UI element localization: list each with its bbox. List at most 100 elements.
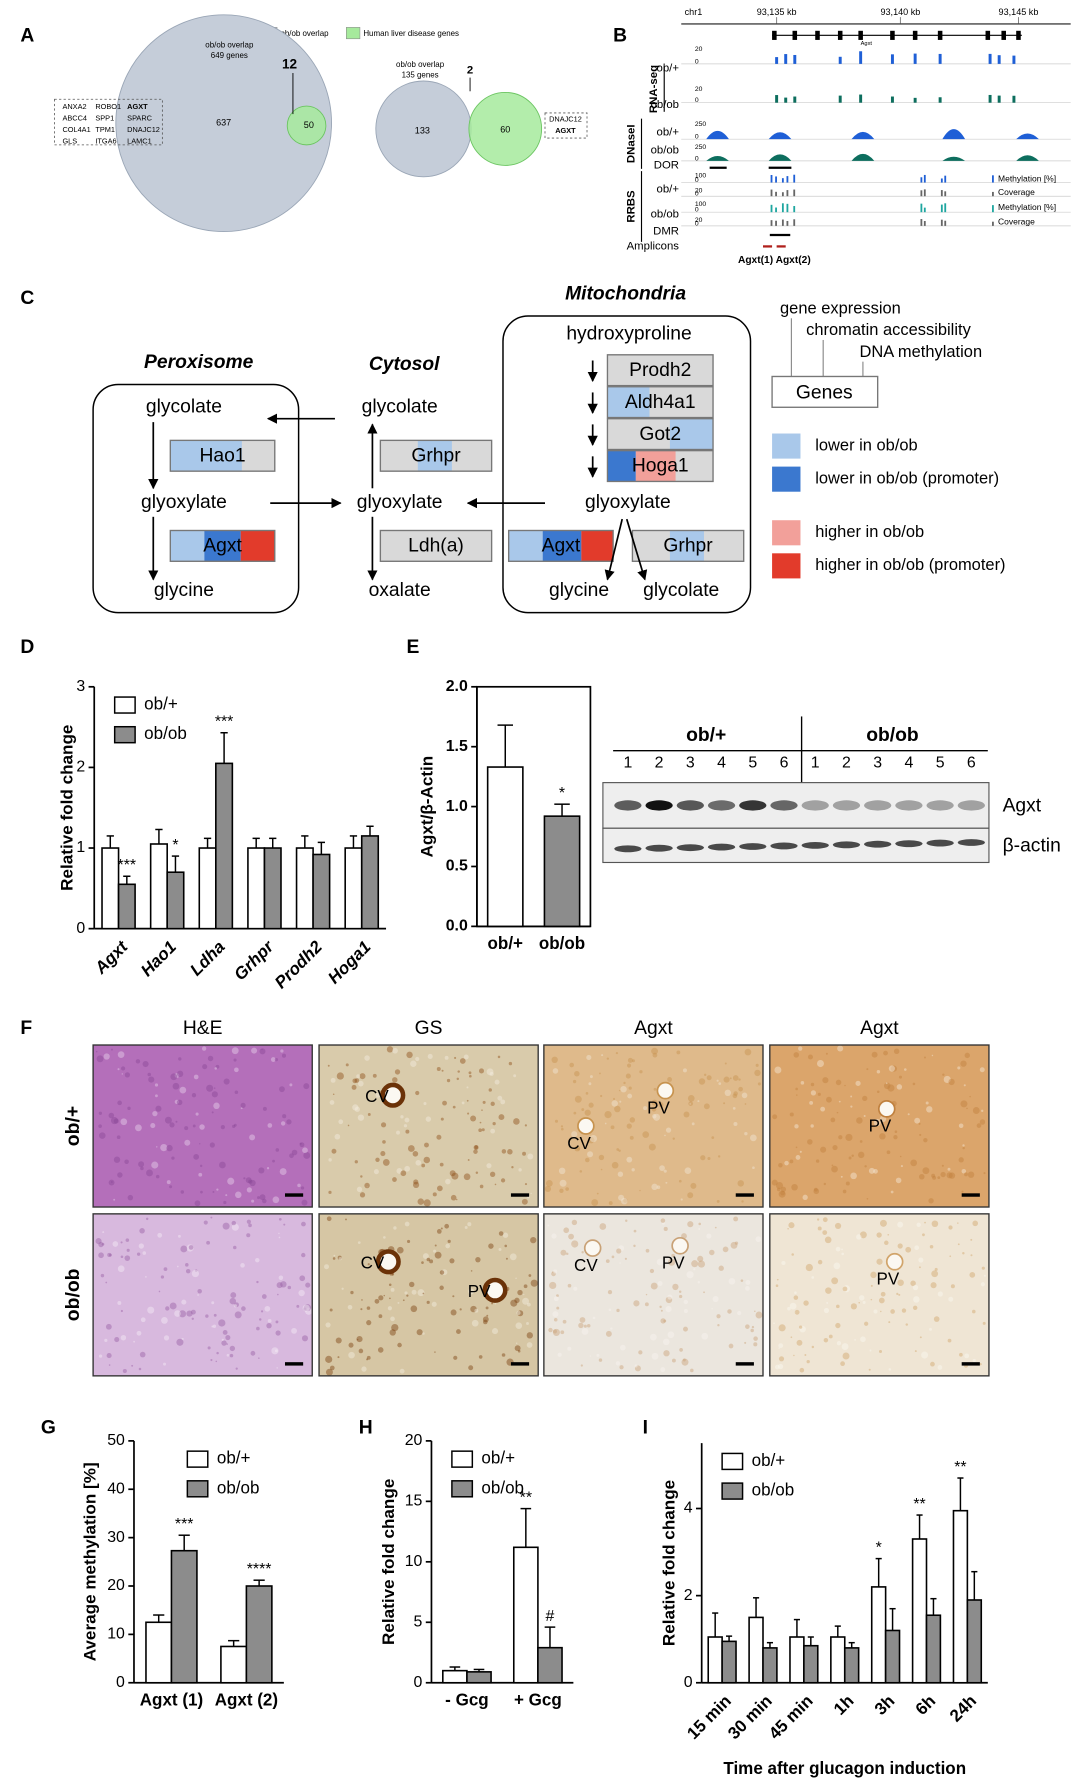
tissue-texture — [610, 1327, 613, 1330]
tissue-texture — [447, 1239, 451, 1243]
tissue-texture — [897, 1221, 904, 1228]
tissue-texture — [426, 1257, 431, 1262]
tissue-texture — [957, 1222, 959, 1224]
tissue-texture — [386, 1046, 394, 1053]
track-scale: 100 — [695, 172, 707, 179]
tissue-texture — [724, 1089, 732, 1097]
compartment-title: Mitochondria — [565, 282, 686, 304]
tissue-texture — [117, 1068, 120, 1071]
enzyme-segment — [508, 530, 543, 562]
tissue-texture — [660, 1218, 666, 1223]
tissue-texture — [964, 1353, 970, 1359]
tissue-texture — [795, 1155, 801, 1160]
tissue-texture — [913, 1296, 920, 1303]
tissue-texture — [856, 1117, 863, 1124]
micrograph — [769, 1213, 989, 1376]
tissue-texture — [138, 1161, 145, 1168]
tissue-texture — [946, 1172, 953, 1179]
tissue-texture — [135, 1124, 142, 1132]
tissue-texture — [214, 1067, 218, 1070]
tissue-texture — [890, 1309, 895, 1314]
tissue-texture — [910, 1159, 918, 1167]
layer-label: gene expression — [780, 300, 901, 318]
tissue-texture — [615, 1361, 621, 1366]
tissue-texture — [212, 1324, 217, 1328]
tissue-texture — [262, 1198, 267, 1204]
tissue-texture — [618, 1149, 621, 1153]
signal-peak — [770, 220, 773, 226]
track-label: Coverage — [998, 217, 1035, 227]
tissue-texture — [527, 1302, 531, 1307]
tissue-texture — [718, 1265, 724, 1271]
legend-label: Human liver disease genes — [363, 29, 459, 38]
tissue-texture — [751, 1325, 755, 1329]
tissue-texture — [302, 1147, 308, 1154]
tissue-texture — [916, 1222, 921, 1227]
tissue-texture — [617, 1171, 624, 1177]
tissue-texture — [175, 1120, 178, 1123]
tissue-texture — [235, 1191, 242, 1199]
tissue-texture — [976, 1123, 982, 1128]
tissue-texture — [563, 1227, 570, 1234]
micrograph-frame — [543, 1044, 764, 1208]
tissue-texture — [122, 1369, 127, 1374]
tissue-texture — [799, 1150, 802, 1153]
tissue-texture — [876, 1258, 883, 1265]
tissue-texture — [948, 1296, 954, 1302]
tissue-texture — [426, 1300, 430, 1304]
tissue-texture — [600, 1168, 603, 1171]
tissue-texture — [930, 1282, 937, 1289]
tissue-texture — [98, 1354, 103, 1358]
tissue-texture — [683, 1111, 690, 1118]
tissue-texture — [155, 1105, 162, 1112]
tissue-texture — [845, 1181, 850, 1186]
tissue-texture — [108, 1179, 115, 1186]
tissue-texture — [169, 1185, 173, 1189]
tissue-texture — [436, 1185, 443, 1192]
tissue-texture — [559, 1179, 567, 1187]
tissue-texture — [281, 1053, 287, 1058]
tissue-texture — [835, 1322, 841, 1329]
signal-peak — [770, 204, 773, 213]
genes-label: Genes — [796, 382, 853, 404]
tissue-texture — [823, 1337, 829, 1343]
tissue-texture — [598, 1358, 603, 1362]
tissue-texture — [163, 1267, 168, 1272]
tissue-texture — [588, 1136, 595, 1144]
tissue-texture — [467, 1159, 470, 1161]
enzyme-label: Got2 — [639, 423, 681, 445]
y-tick-label: 2 — [76, 759, 85, 776]
tissue-texture — [732, 1107, 736, 1110]
tissue-texture — [831, 1164, 834, 1167]
tissue-texture — [588, 1082, 592, 1086]
tissue-texture — [449, 1170, 456, 1177]
tissue-texture — [409, 1281, 415, 1288]
bar — [884, 1629, 901, 1684]
legend-label: ob/ob — [481, 1478, 524, 1497]
tissue-texture — [591, 1199, 599, 1206]
tissue-texture — [272, 1196, 280, 1204]
tissue-texture — [714, 1226, 717, 1229]
tissue-texture — [490, 1128, 496, 1134]
venn-overlap: 2 — [467, 65, 473, 77]
track-row-label: DOR — [654, 159, 679, 171]
legend-swatch — [772, 520, 801, 546]
region-label: CV — [574, 1256, 598, 1275]
tissue-texture — [195, 1112, 199, 1116]
signal-peak — [851, 131, 875, 140]
tissue-texture — [279, 1168, 287, 1176]
signal-peak — [793, 219, 796, 226]
compartment-title: Peroxisome — [144, 351, 254, 373]
tissue-texture — [145, 1276, 147, 1278]
enzyme-border — [507, 529, 614, 562]
tissue-texture — [501, 1149, 507, 1154]
exon — [772, 30, 777, 40]
signal-peak — [859, 94, 863, 103]
tissue-texture — [120, 1309, 123, 1313]
tissue-texture — [325, 1355, 333, 1363]
tissue-texture — [841, 1343, 849, 1351]
tissue-texture — [231, 1220, 237, 1226]
signal-peak — [944, 191, 947, 197]
tissue-texture — [351, 1084, 357, 1090]
signal-peak — [775, 220, 777, 226]
